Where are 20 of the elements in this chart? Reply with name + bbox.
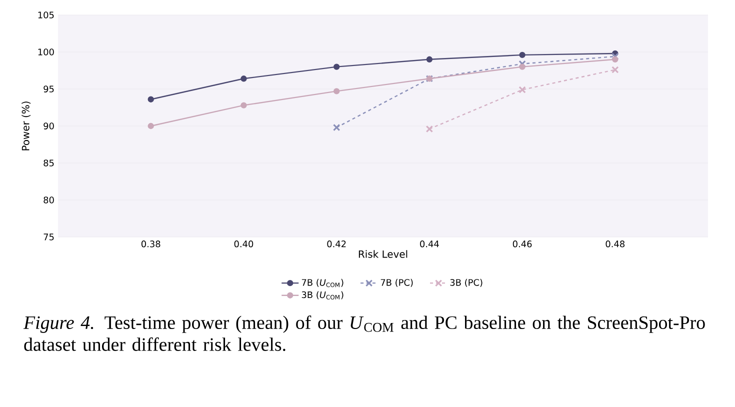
y-tick-label: 85: [44, 160, 54, 166]
y-tick-label: 105: [38, 12, 54, 18]
text: Figure 4. Test-time power (mean) of our U$_{COM}$ and PC baseline on the ScreenSpot-Pro dataset under different risk levels.: [23, 316, 705, 352]
x-tick-label: 0.38: [141, 240, 160, 248]
x-tick-label: 0.46: [512, 240, 532, 248]
y-tick-label: 90: [44, 122, 54, 130]
y-tick-label: 80: [44, 196, 54, 204]
legend-label: 3B (PC): [450, 278, 482, 287]
legend-label: 7B (PC): [380, 278, 413, 287]
x-tick-label: 0.48: [606, 240, 625, 248]
legend-label: 7B (U$_{COM}$): [302, 278, 344, 288]
y-axis-title: Power (%): [22, 102, 31, 150]
x-tick-label: 0.42: [327, 240, 346, 248]
y-tick-label: 100: [38, 48, 54, 56]
x-tick-label: 0.40: [234, 240, 254, 248]
y-tick-label: 95: [44, 86, 54, 92]
x-tick-label: 0.44: [420, 240, 439, 248]
legend-label: 3B (U$_{COM}$): [302, 291, 344, 300]
x-axis-title: Risk Level: [358, 250, 408, 258]
y-tick-label: 75: [44, 234, 54, 240]
